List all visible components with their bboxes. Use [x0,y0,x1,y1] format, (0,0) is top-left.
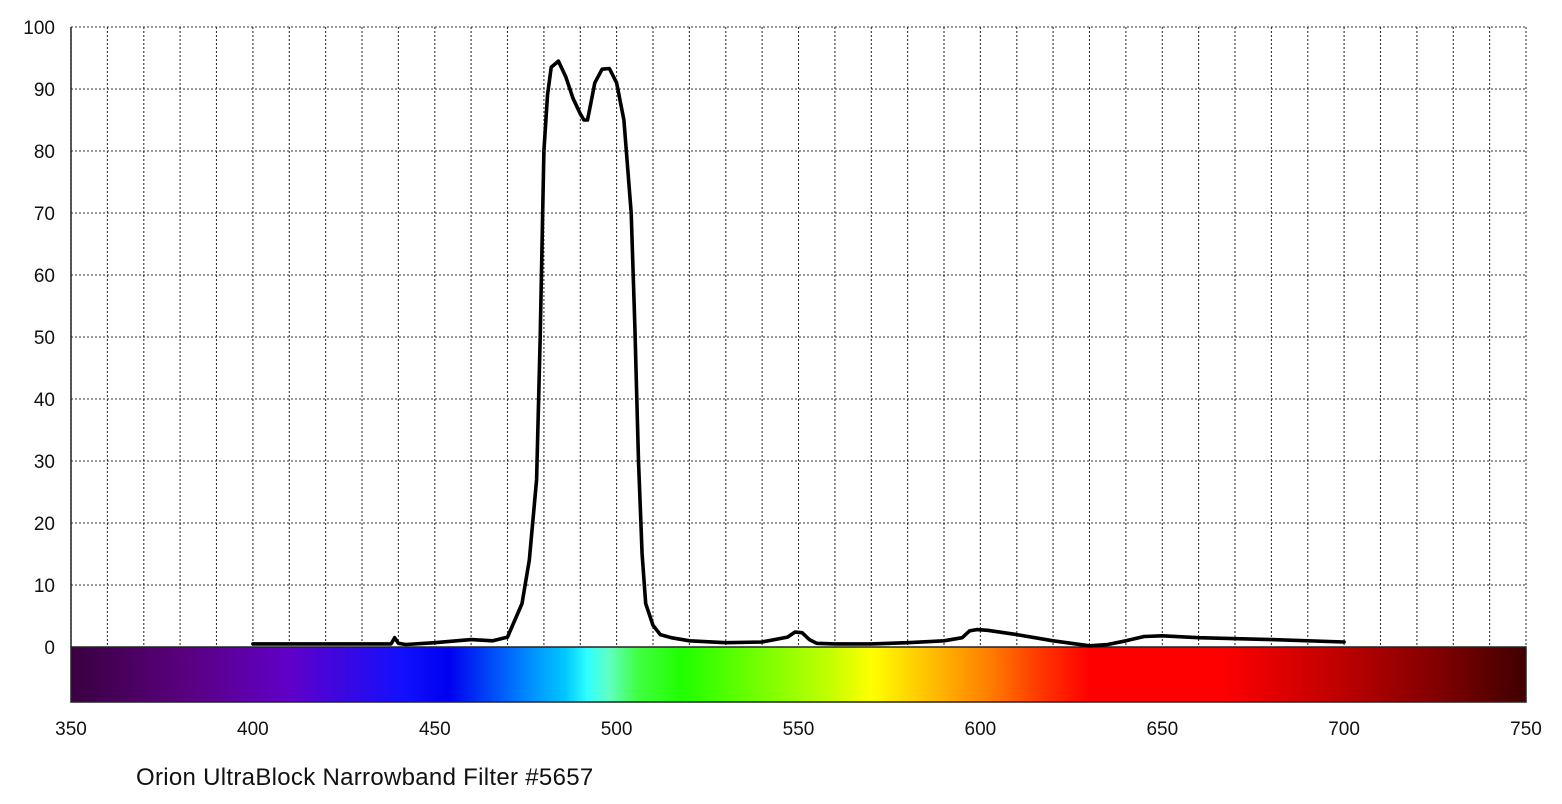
y-tick-label: 100 [23,18,55,39]
grid [70,26,1527,648]
x-tick-label: 750 [1510,719,1542,740]
x-tick-label: 400 [237,719,269,740]
x-axis-ticks: 350 400 450 500 550 600 650 700 750 [55,719,1542,740]
y-tick-label: 50 [34,328,55,349]
x-tick-label: 350 [55,719,87,740]
chart-caption: Orion UltraBlock Narrowband Filter #5657 [136,764,594,791]
x-tick-label: 550 [783,719,815,740]
y-tick-label: 90 [34,80,55,101]
x-tick-label: 600 [965,719,997,740]
y-tick-label: 80 [34,142,55,163]
transmission-chart: 0 10 20 30 40 50 60 70 80 90 100 350 400 450 500 550 60… [23,18,1542,740]
x-tick-label: 650 [1146,719,1178,740]
y-tick-label: 0 [44,638,55,659]
spectrum-bar [70,646,1527,703]
y-tick-label: 40 [34,390,55,411]
transmission-curve [251,59,1346,648]
y-tick-label: 10 [34,576,55,597]
x-tick-label: 700 [1328,719,1360,740]
y-tick-label: 70 [34,204,55,225]
x-tick-label: 500 [601,719,633,740]
y-axis-ticks: 0 10 20 30 40 50 60 70 80 90 100 [23,18,55,659]
y-tick-label: 30 [34,452,55,473]
x-tick-label: 450 [419,719,451,740]
y-tick-label: 20 [34,514,55,535]
y-tick-label: 60 [34,266,55,287]
